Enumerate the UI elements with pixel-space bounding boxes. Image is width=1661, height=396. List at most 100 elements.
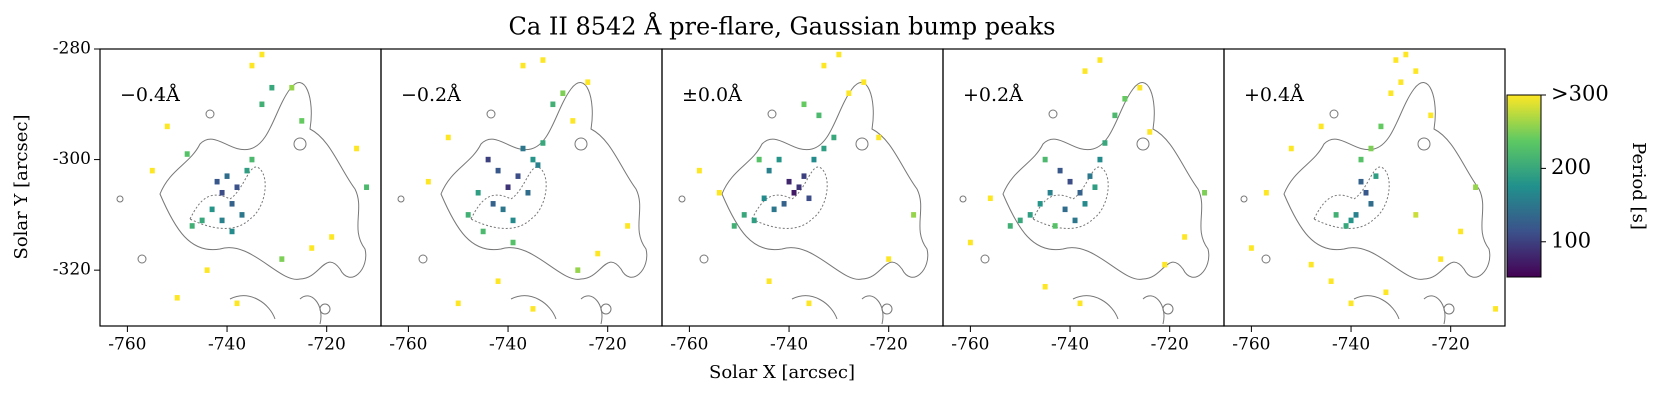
pixel	[836, 51, 842, 58]
panel-frame	[1223, 48, 1506, 327]
pixel	[214, 178, 220, 185]
pixel	[1378, 123, 1384, 130]
x-tick-label: -720	[1432, 335, 1470, 355]
pixel	[1373, 173, 1379, 179]
pixel	[1288, 145, 1294, 152]
x-tick-label: -720	[308, 335, 346, 355]
pixel	[806, 300, 812, 307]
x-tick-label: -740	[1051, 335, 1089, 355]
pixel	[1112, 112, 1118, 119]
pixel	[485, 156, 491, 163]
pixel	[269, 84, 275, 91]
pixel	[259, 101, 265, 108]
pixel	[801, 101, 807, 108]
contour	[116, 82, 367, 325]
pixel	[1147, 129, 1153, 135]
pixel	[540, 140, 546, 146]
pixel	[515, 173, 521, 179]
pixel	[530, 156, 536, 163]
pixel	[1182, 234, 1188, 240]
panel-plot	[678, 51, 929, 325]
pixel	[480, 228, 486, 235]
pixel	[550, 101, 556, 108]
contour	[678, 82, 929, 325]
pixel	[249, 62, 255, 69]
pixel	[1097, 57, 1103, 63]
pixel	[329, 234, 335, 240]
pixel	[1393, 57, 1399, 63]
panel: +0.4Å -760 -740 -720	[1223, 48, 1506, 355]
pixel	[1308, 261, 1314, 268]
panel-label: +0.4Å	[1244, 84, 1304, 106]
y-axis-label: Solar Y [arcsec]	[11, 114, 32, 259]
pixel	[967, 239, 973, 246]
pixel	[575, 267, 581, 273]
pixel	[1092, 184, 1098, 190]
x-tick-label: -740	[770, 335, 808, 355]
pixel	[249, 156, 255, 163]
pixel	[1082, 68, 1088, 74]
panel-plot	[959, 57, 1210, 325]
pixel	[189, 223, 195, 229]
panel: ±0.0Å -760 -740 -720	[661, 48, 944, 355]
contour	[397, 82, 648, 325]
pixel	[259, 51, 265, 58]
pixel	[1353, 212, 1359, 218]
pixel	[1318, 123, 1324, 130]
pixel	[244, 167, 250, 174]
pixel	[1047, 189, 1053, 196]
pixel	[224, 173, 230, 179]
pixel	[1343, 223, 1349, 229]
pixel	[505, 184, 511, 190]
pixel	[1017, 217, 1023, 224]
pixel	[149, 167, 155, 174]
pixel	[510, 239, 516, 246]
pixel	[475, 189, 481, 196]
pixel	[279, 256, 285, 262]
x-tick-label: -740	[1332, 335, 1370, 355]
pixel	[525, 189, 531, 196]
colorbar	[1506, 94, 1542, 278]
pixel	[184, 151, 190, 157]
panel: −0.4Å -760 -740 -720 -280 -300 -320	[53, 39, 382, 355]
pixel	[811, 156, 817, 163]
panel: −0.2Å -760 -740 -720	[380, 48, 663, 355]
pixel	[861, 79, 867, 85]
pixel	[1348, 300, 1354, 307]
pixel	[535, 162, 541, 168]
pixel	[309, 245, 315, 251]
pixel	[174, 295, 180, 301]
pixel	[1333, 212, 1339, 218]
panel-plot	[116, 51, 370, 325]
pixel	[520, 145, 526, 152]
pixel	[425, 178, 431, 185]
panel-label: −0.4Å	[120, 84, 180, 106]
panel: +0.2Å -760 -740 -720	[942, 48, 1225, 355]
pixel	[560, 90, 566, 96]
panel-label: −0.2Å	[401, 84, 461, 106]
pixel	[1398, 79, 1404, 85]
panel-plot	[397, 57, 648, 325]
pixel	[731, 223, 737, 229]
pixel	[716, 189, 722, 196]
pixel	[239, 212, 245, 218]
pixel	[766, 278, 772, 284]
pixel	[696, 167, 702, 174]
x-tick-label: -720	[1151, 335, 1189, 355]
colorbar-label: Period [s]	[1628, 142, 1649, 230]
colorbar-tick-label: >300	[1551, 82, 1609, 106]
pixel	[209, 206, 215, 213]
pixel	[821, 62, 827, 69]
y-tick-label: -280	[53, 39, 91, 59]
pixel	[1473, 184, 1479, 190]
pixel	[1087, 173, 1093, 179]
panel-plot	[1240, 51, 1499, 325]
pixel	[1248, 245, 1254, 251]
pixel	[1438, 256, 1444, 262]
pixel	[1368, 145, 1374, 152]
pixel	[761, 195, 767, 202]
pixel	[771, 206, 777, 213]
pixel	[495, 278, 501, 284]
x-tick-label: -760	[108, 335, 146, 355]
pixel	[801, 173, 807, 179]
